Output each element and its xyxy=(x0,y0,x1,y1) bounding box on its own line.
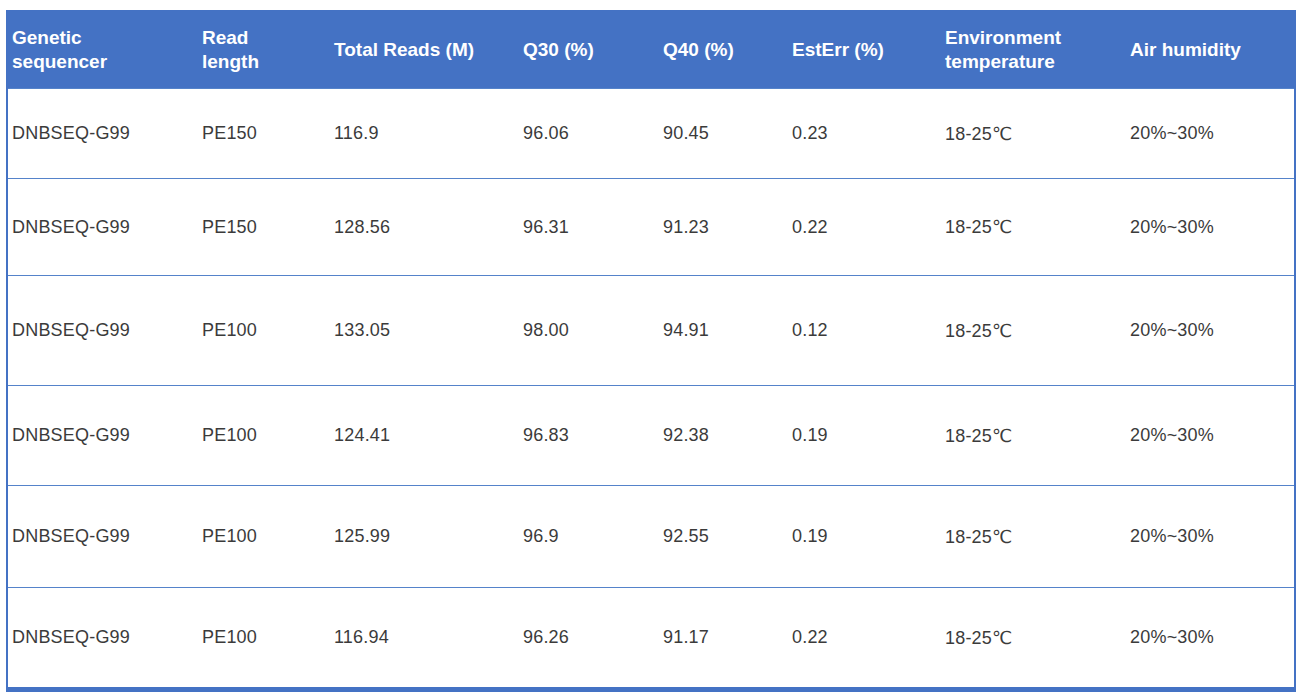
table-cell: 20%~30% xyxy=(1126,276,1295,386)
table-cell: 96.06 xyxy=(519,89,659,179)
table-cell: 133.05 xyxy=(330,276,519,386)
table-cell: DNBSEQ-G99 xyxy=(7,89,198,179)
table-cell: 20%~30% xyxy=(1126,179,1295,276)
table-cell: 20%~30% xyxy=(1126,588,1295,690)
table-cell: 96.83 xyxy=(519,386,659,486)
column-header-air-humidity: Air humidity xyxy=(1126,11,1295,89)
table-cell: 0.19 xyxy=(788,486,941,588)
table-cell: 0.23 xyxy=(788,89,941,179)
table-body: DNBSEQ-G99PE150116.996.0690.450.2318-25℃… xyxy=(7,89,1295,690)
header-row: Genetic sequencerRead lengthTotal Reads … xyxy=(7,11,1295,89)
column-header-q40: Q40 (%) xyxy=(659,11,788,89)
table-cell: 18-25℃ xyxy=(941,486,1126,588)
table-cell: 92.38 xyxy=(659,386,788,486)
table-cell: 125.99 xyxy=(330,486,519,588)
table-row: DNBSEQ-G99PE150116.996.0690.450.2318-25℃… xyxy=(7,89,1295,179)
column-header-esterr: EstErr (%) xyxy=(788,11,941,89)
table-cell: 20%~30% xyxy=(1126,486,1295,588)
table-cell: 94.91 xyxy=(659,276,788,386)
table-row: DNBSEQ-G99PE100124.4196.8392.380.1918-25… xyxy=(7,386,1295,486)
table-cell: 91.17 xyxy=(659,588,788,690)
column-header-q30: Q30 (%) xyxy=(519,11,659,89)
table-cell: 96.31 xyxy=(519,179,659,276)
table-cell: 18-25℃ xyxy=(941,276,1126,386)
table-cell: PE150 xyxy=(198,179,330,276)
table-cell: 18-25℃ xyxy=(941,179,1126,276)
table-cell: 92.55 xyxy=(659,486,788,588)
table-cell: 116.9 xyxy=(330,89,519,179)
table-cell: 90.45 xyxy=(659,89,788,179)
table-cell: 91.23 xyxy=(659,179,788,276)
table-cell: 0.22 xyxy=(788,588,941,690)
table-cell: DNBSEQ-G99 xyxy=(7,276,198,386)
table-cell: PE100 xyxy=(198,486,330,588)
table-cell: DNBSEQ-G99 xyxy=(7,179,198,276)
table-cell: 124.41 xyxy=(330,386,519,486)
table-cell: PE100 xyxy=(198,276,330,386)
table-cell: PE150 xyxy=(198,89,330,179)
table-cell: DNBSEQ-G99 xyxy=(7,386,198,486)
table-row: DNBSEQ-G99PE100133.0598.0094.910.1218-25… xyxy=(7,276,1295,386)
table-cell: 18-25℃ xyxy=(941,89,1126,179)
table-cell: DNBSEQ-G99 xyxy=(7,588,198,690)
sequencing-metrics-table: Genetic sequencerRead lengthTotal Reads … xyxy=(6,10,1296,692)
table-cell: DNBSEQ-G99 xyxy=(7,486,198,588)
sequencing-metrics-table-container: Genetic sequencerRead lengthTotal Reads … xyxy=(6,10,1296,692)
table-row: DNBSEQ-G99PE150128.5696.3191.230.2218-25… xyxy=(7,179,1295,276)
table-cell: 96.26 xyxy=(519,588,659,690)
column-header-read-length: Read length xyxy=(198,11,330,89)
column-header-environment-temperature: Environment temperature xyxy=(941,11,1126,89)
table-cell: PE100 xyxy=(198,588,330,690)
table-cell: 96.9 xyxy=(519,486,659,588)
table-header: Genetic sequencerRead lengthTotal Reads … xyxy=(7,11,1295,89)
table-cell: 98.00 xyxy=(519,276,659,386)
table-cell: 0.12 xyxy=(788,276,941,386)
column-header-genetic-sequencer: Genetic sequencer xyxy=(7,11,198,89)
table-cell: 0.22 xyxy=(788,179,941,276)
table-cell: PE100 xyxy=(198,386,330,486)
table-row: DNBSEQ-G99PE100116.9496.2691.170.2218-25… xyxy=(7,588,1295,690)
table-cell: 20%~30% xyxy=(1126,386,1295,486)
table-row: DNBSEQ-G99PE100125.9996.992.550.1918-25℃… xyxy=(7,486,1295,588)
table-cell: 0.19 xyxy=(788,386,941,486)
table-cell: 18-25℃ xyxy=(941,588,1126,690)
table-cell: 18-25℃ xyxy=(941,386,1126,486)
table-cell: 20%~30% xyxy=(1126,89,1295,179)
column-header-total-reads-m: Total Reads (M) xyxy=(330,11,519,89)
table-cell: 116.94 xyxy=(330,588,519,690)
table-cell: 128.56 xyxy=(330,179,519,276)
